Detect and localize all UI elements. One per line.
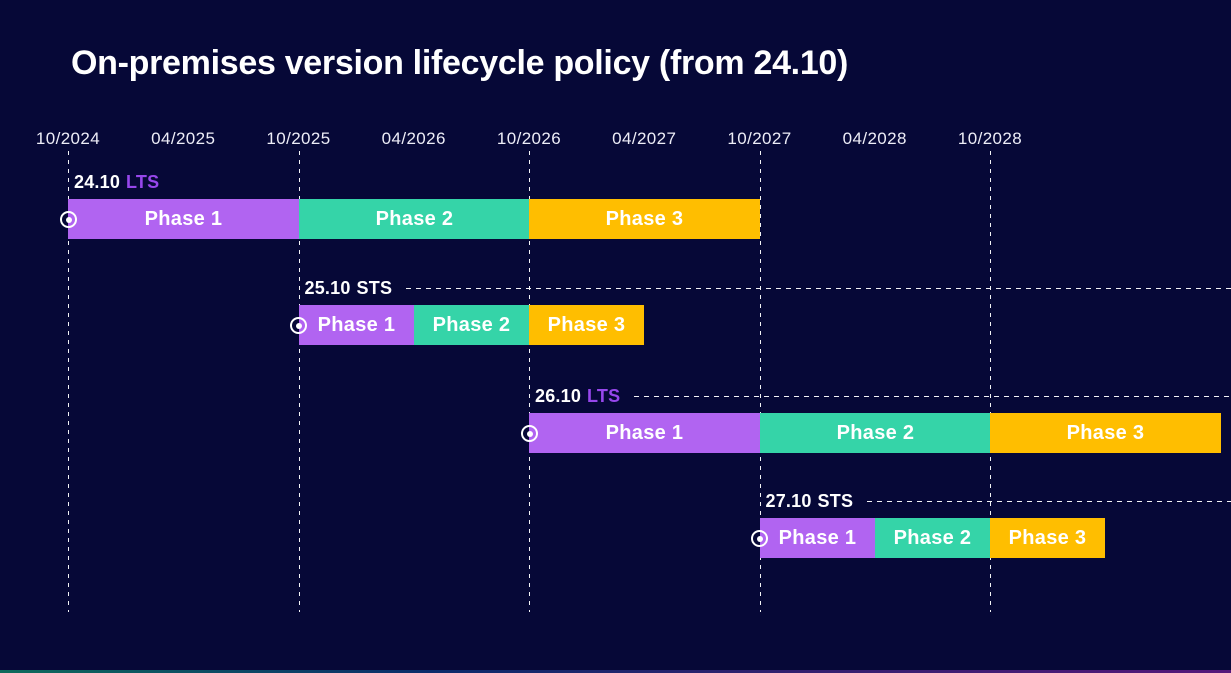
timeline-tick-label: 10/2025 bbox=[266, 129, 331, 148]
release-channel-label: STS bbox=[817, 490, 854, 511]
vertical-gridline bbox=[760, 151, 761, 612]
phase-bar: Phase 2 bbox=[299, 199, 530, 239]
timeline-tick-label: 10/2027 bbox=[727, 129, 792, 148]
release-label: 26.10 LTS bbox=[535, 386, 1231, 406]
footer-accent-bar bbox=[0, 670, 1231, 673]
page-title: On-premises version lifecycle policy (fr… bbox=[71, 44, 849, 82]
release-channel-label: LTS bbox=[126, 171, 160, 192]
phase-bar: Phase 3 bbox=[529, 199, 760, 239]
dashed-guide-line bbox=[867, 500, 1231, 502]
vertical-gridline bbox=[68, 151, 69, 612]
start-marker-icon bbox=[290, 317, 307, 334]
release-channel-label: LTS bbox=[587, 385, 621, 406]
release-version-label: 24.10 bbox=[74, 171, 121, 192]
start-marker-dot bbox=[65, 216, 72, 223]
start-marker-icon bbox=[521, 425, 538, 442]
release-label: 27.10 STS bbox=[766, 491, 1231, 511]
timeline-tick-label: 10/2028 bbox=[957, 129, 1023, 148]
release-version-label: 27.10 bbox=[765, 490, 812, 511]
phase-bar: Phase 2 bbox=[414, 305, 529, 345]
start-marker-dot bbox=[295, 322, 302, 329]
phase-bar: Phase 1 bbox=[760, 518, 875, 558]
release-version-label: 26.10 bbox=[535, 385, 582, 406]
vertical-gridline bbox=[529, 151, 530, 612]
timeline-tick-label: 04/2028 bbox=[842, 129, 907, 148]
start-marker-icon bbox=[751, 530, 768, 547]
vertical-gridline bbox=[990, 151, 991, 612]
timeline-tick-label: 04/2026 bbox=[381, 129, 446, 148]
release-version-label: 25.10 bbox=[304, 277, 351, 298]
phase-bar: Phase 3 bbox=[990, 413, 1221, 453]
phase-bar: Phase 2 bbox=[875, 518, 990, 558]
start-marker-dot bbox=[756, 535, 763, 542]
timeline-tick-label: 04/2027 bbox=[612, 129, 677, 148]
dashed-guide-line bbox=[634, 395, 1231, 397]
release-label: 24.10 LTS bbox=[74, 172, 1231, 192]
phase-bar: Phase 3 bbox=[529, 305, 644, 345]
phase-bar: Phase 1 bbox=[529, 413, 760, 453]
start-marker-icon bbox=[60, 211, 77, 228]
phase-bar: Phase 1 bbox=[299, 305, 414, 345]
timeline-tick-label: 04/2025 bbox=[151, 129, 216, 148]
vertical-gridline bbox=[299, 151, 300, 612]
phase-bar: Phase 1 bbox=[68, 199, 299, 239]
phase-bar: Phase 2 bbox=[760, 413, 991, 453]
release-channel-label: STS bbox=[356, 277, 393, 298]
timeline-tick-label: 10/2024 bbox=[35, 129, 101, 148]
timeline-tick-label: 10/2026 bbox=[496, 129, 562, 148]
start-marker-dot bbox=[526, 430, 533, 437]
dashed-guide-line bbox=[406, 287, 1231, 289]
release-label: 25.10 STS bbox=[305, 278, 1231, 298]
phase-bar: Phase 3 bbox=[990, 518, 1105, 558]
